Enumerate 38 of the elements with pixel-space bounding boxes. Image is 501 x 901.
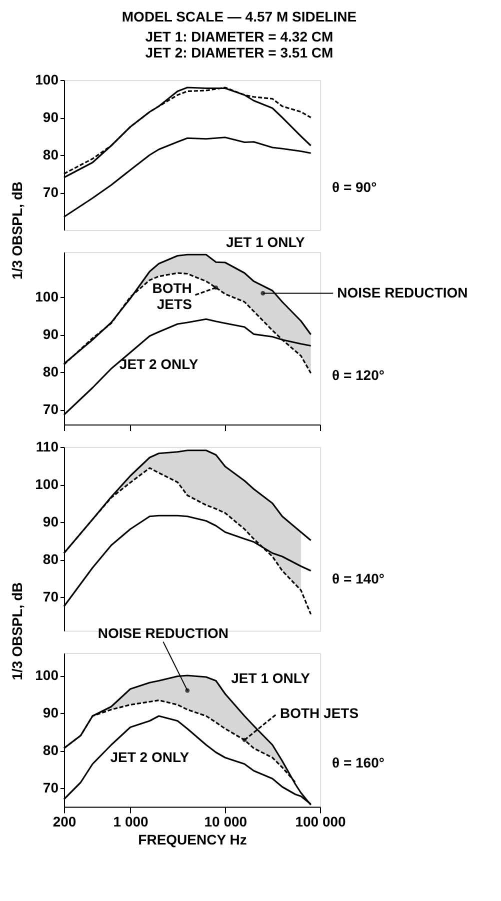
y-tick-label: 100 (35, 72, 59, 88)
series-label: JET 2 ONLY (119, 356, 199, 372)
text: θ = 90° (332, 179, 377, 195)
y-tick-label: 90 (42, 109, 59, 125)
y-tick-label: 90 (42, 326, 59, 342)
chart-title: MODEL SCALE — 4.57 M SIDELINE (122, 8, 357, 24)
annotation: NOISE REDUCTION (337, 284, 468, 300)
y-tick-label: 80 (42, 551, 59, 567)
y-tick-label: 70 (42, 588, 59, 604)
series-label: JET 1 ONLY (231, 670, 311, 686)
text: θ = 120° (332, 367, 384, 384)
legend-label: BOTH JETS (152, 280, 192, 312)
y-tick-label: 110 (36, 438, 59, 454)
y-tick-label: 80 (42, 742, 59, 758)
y-tick-label: 70 (42, 401, 59, 417)
y-tick-label: 100 (35, 667, 59, 683)
y-tick-label: 80 (42, 146, 59, 162)
x-tick-label: 10 000 (204, 813, 248, 830)
x-axis-title: FREQUENCY Hz (138, 831, 247, 848)
y-axis-title: 1/3 OBSPL, dB (9, 582, 26, 680)
y-tick-label: 100 (35, 476, 59, 492)
text: BOTH JETS (280, 704, 359, 721)
chart-subtitle: JET 1: DIAMETER = 4.32 CM JET 2: DIAMETER = 3.51 CM (145, 28, 334, 60)
text: θ = 160° (332, 754, 384, 771)
y-tick-label: 70 (42, 780, 59, 796)
y-tick-label: 100 (35, 288, 59, 304)
y-tick-label: 90 (42, 704, 59, 720)
y-tick-label: 70 (42, 184, 59, 200)
x-tick-label: 200 (52, 813, 76, 830)
series-label: JET 1 ONLY (226, 234, 306, 250)
y-tick-label: 80 (42, 364, 59, 380)
series-label: JET 2 ONLY (110, 748, 190, 765)
x-tick-label: 1 000 (113, 813, 149, 830)
annotation: NOISE REDUCTION (98, 624, 229, 641)
text: θ = 140° (332, 570, 384, 586)
y-axis-title: 1/3 OBSPL, dB (9, 181, 26, 280)
y-tick-label: 90 (42, 514, 59, 530)
x-tick-label: 100 000 (295, 813, 346, 830)
